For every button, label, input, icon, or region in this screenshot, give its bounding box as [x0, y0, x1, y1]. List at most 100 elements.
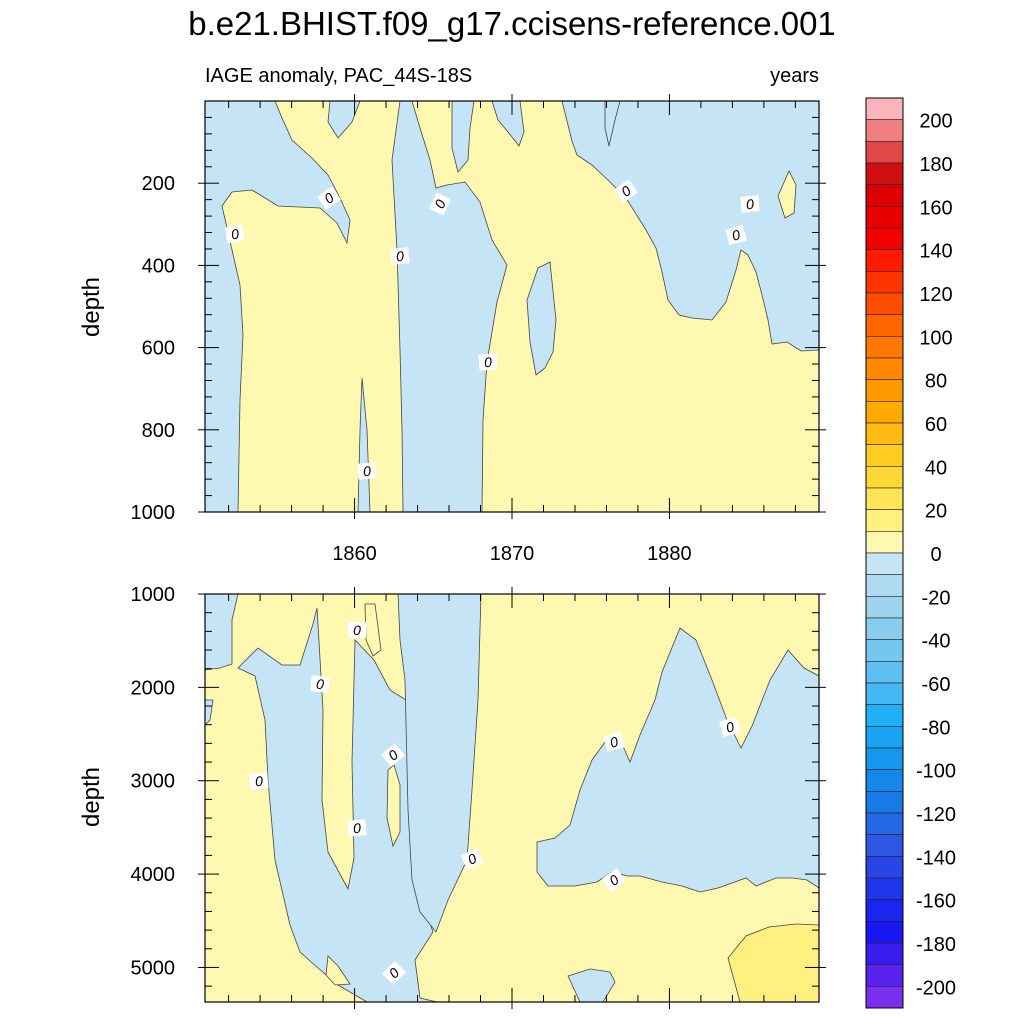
bottom-negative-region-mid — [397, 594, 482, 933]
bottom-contour-label: 0 — [353, 622, 361, 638]
colorbar-swatch — [865, 206, 904, 229]
bottom-contour-label-group: 0 — [380, 743, 406, 767]
colorbar-swatch — [865, 639, 904, 662]
top-negative-region-east-lens — [777, 170, 797, 219]
bottom-negative-region-west-tip — [205, 594, 239, 671]
chart-subtitle-left: IAGE anomaly, PAC_44S-18S — [205, 65, 472, 87]
bottom-contour-label-group: 0 — [603, 731, 625, 753]
top-negative-region-mid-islet-a — [451, 101, 475, 173]
top-contour-label-background — [725, 224, 747, 246]
bottom-contour-label-background — [602, 868, 626, 892]
bottom-contour-label-background — [719, 716, 741, 738]
x-tick-label-1870: 1870 — [490, 543, 535, 565]
bottom-contour-label-background — [347, 819, 367, 837]
colorbar-label: -160 — [916, 891, 956, 913]
colorbar-swatch — [865, 357, 904, 380]
colorbar-label: -20 — [922, 587, 951, 609]
top-x-ticks — [228, 94, 796, 519]
colorbar-label: 60 — [925, 414, 947, 436]
top-contour-label-background — [478, 353, 498, 371]
colorbar-label: 160 — [919, 197, 952, 219]
colorbar-label: -40 — [922, 631, 951, 653]
bottom-contour-label: 0 — [352, 820, 361, 837]
top-negative-region-mid — [391, 101, 508, 512]
colorbar-label: 120 — [919, 284, 952, 306]
colorbar-label: -200 — [916, 977, 956, 999]
colorbar-swatch — [865, 747, 904, 770]
colorbar-swatch — [865, 162, 904, 185]
colorbar-swatch — [865, 466, 904, 489]
bottom-contour-label: 0 — [608, 733, 620, 751]
colorbar-swatch — [865, 574, 904, 597]
bottom-contour-label-background — [380, 743, 406, 767]
colorbar-swatch — [865, 899, 904, 922]
bottom-contour-label-group: 0 — [381, 960, 407, 986]
bottom-contour-label-group: 0 — [602, 868, 626, 892]
colorbar-swatch — [865, 812, 904, 835]
x-tick-label-1860: 1860 — [332, 543, 377, 565]
top-y-tick-label: 600 — [142, 338, 175, 360]
bottom-contour-label: 0 — [254, 773, 263, 790]
top-negative-region-east-islet — [604, 101, 621, 147]
colorbar-swatch — [865, 726, 904, 749]
colorbar-label: 180 — [919, 154, 952, 176]
colorbar-swatch — [865, 379, 904, 402]
bottom-contour-label-background — [603, 731, 625, 753]
bottom-contour-label-group: 0 — [719, 716, 741, 738]
colorbar-label: -180 — [916, 934, 956, 956]
bottom-contour-label-background — [348, 622, 366, 638]
bottom-contour-label-background — [249, 772, 269, 790]
colorbar-swatch — [865, 336, 904, 359]
colorbar-swatch — [865, 682, 904, 705]
colorbar-swatch — [865, 986, 904, 1009]
bottom-contour-label-group: 0 — [310, 675, 330, 693]
top-y-tick-label: 400 — [142, 255, 175, 277]
top-contour-label-background — [428, 192, 452, 216]
top-contour-label-background — [317, 186, 341, 210]
top-contour-label: 0 — [362, 463, 371, 480]
top-contour-label-group: 0 — [478, 353, 498, 371]
colorbar-swatch — [865, 314, 904, 337]
bottom-contour-label: 0 — [724, 718, 736, 736]
bottom-y-tick-label: 5000 — [131, 957, 176, 979]
colorbar-swatch — [865, 444, 904, 467]
colorbar-swatch — [865, 617, 904, 640]
colorbar-label: -60 — [922, 674, 951, 696]
colorbar-swatch — [865, 292, 904, 315]
top-contour-label-group: 0 — [428, 192, 452, 216]
top-negative-region-east — [561, 101, 819, 352]
bottom-contour-label-group: 0 — [348, 622, 366, 638]
colorbar-swatch — [865, 856, 904, 879]
top-contour-label-group: 0 — [224, 224, 246, 244]
colorbar-label: 0 — [930, 544, 941, 566]
colorbar-swatch — [865, 661, 904, 684]
bottom-contour-label: 0 — [315, 676, 324, 693]
top-contour-label-background — [614, 179, 638, 203]
bottom-y-tick-label: 3000 — [131, 771, 176, 793]
colorbar-label: 80 — [925, 371, 947, 393]
bottom-y-tick-label: 4000 — [131, 864, 176, 886]
top-contour-label: 0 — [395, 248, 404, 265]
colorbar-swatch — [865, 249, 904, 272]
colorbar-label: -120 — [916, 804, 956, 826]
bottom-y-tick-label: 2000 — [131, 677, 176, 699]
colorbar-frame — [865, 97, 904, 1009]
top-contour-label-group: 0 — [725, 224, 747, 246]
colorbar-swatch — [865, 596, 904, 619]
bottom-contour-label-background — [310, 675, 330, 693]
x-tick-label-1880: 1880 — [647, 543, 692, 565]
colorbar-label: 200 — [919, 111, 952, 133]
bottom-negative-region-islet — [325, 955, 351, 986]
top-contour-label: 0 — [730, 226, 742, 244]
top-negative-region-mid-islet-c — [526, 261, 557, 376]
colorbar-label: 140 — [919, 241, 952, 263]
chart-title: b.e21.BHIST.f09_g17.ccisens-reference.00… — [188, 5, 836, 42]
colorbar-swatch — [865, 401, 904, 424]
top-contour-label-background — [390, 247, 410, 265]
top-contour-label: 0 — [745, 196, 754, 213]
colorbar-swatch — [865, 769, 904, 792]
colorbar-swatch — [865, 531, 904, 554]
colorbar-label: 100 — [919, 327, 952, 349]
